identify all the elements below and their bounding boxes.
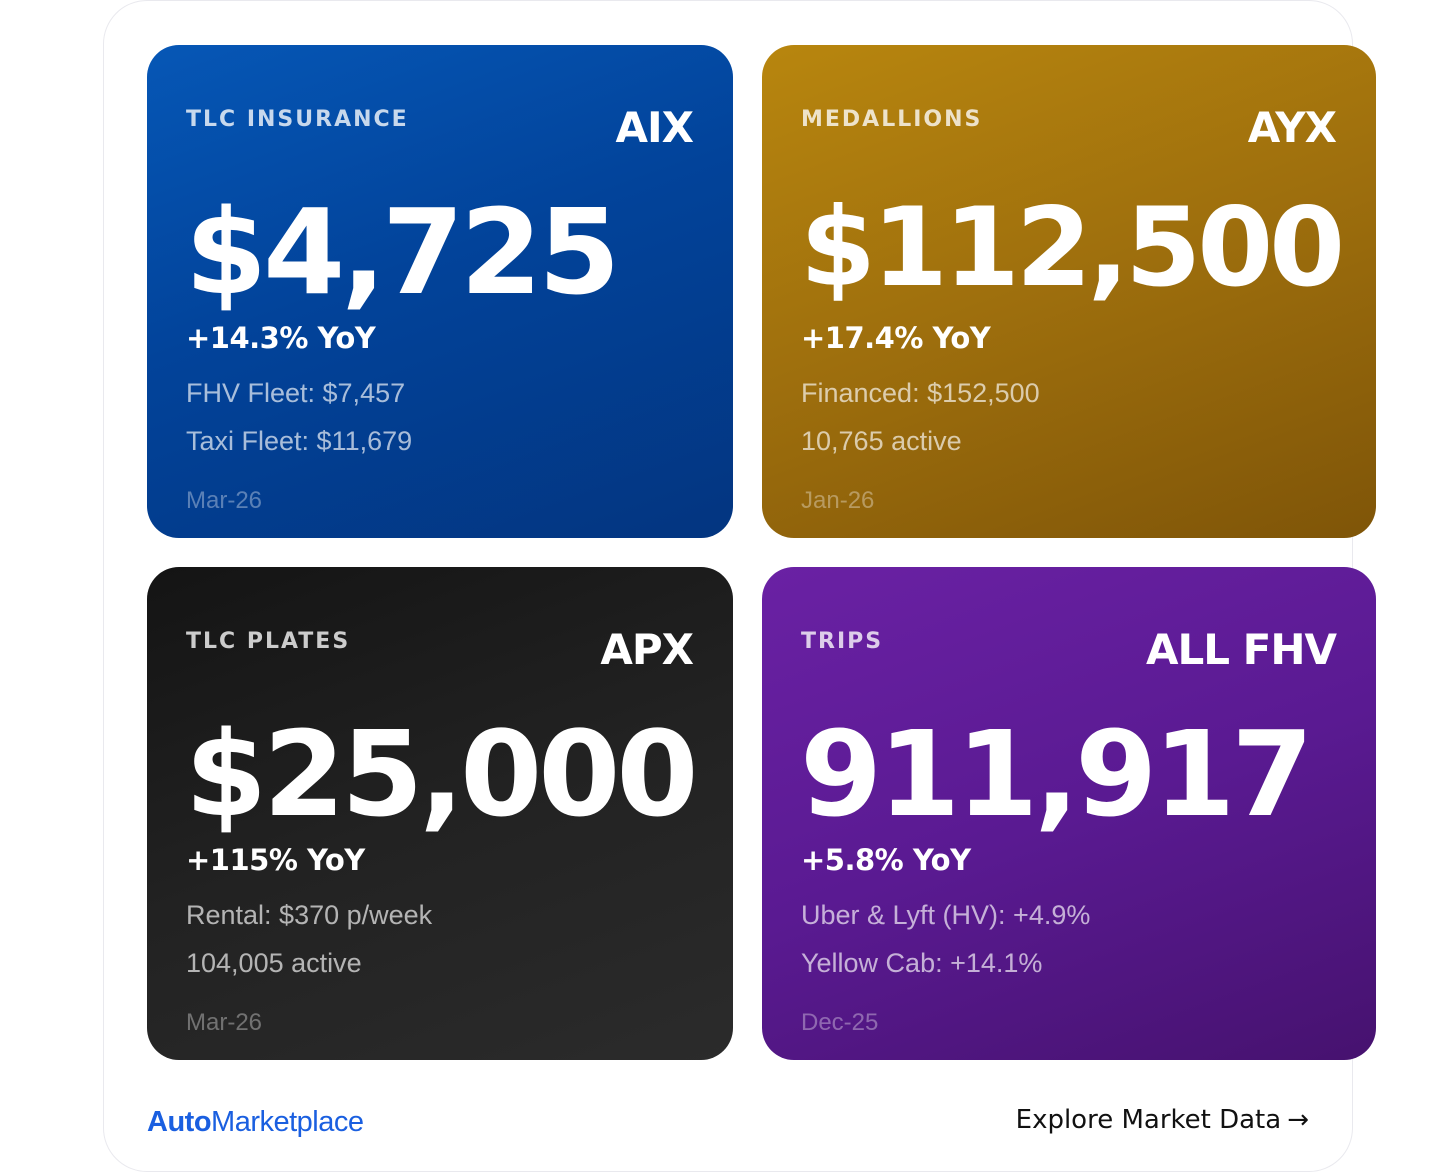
card-change: +5.8% YoY xyxy=(801,843,971,877)
automarketplace-logo[interactable]: AutoMarketplace xyxy=(147,1106,364,1139)
card-detail: Financed: $152,500 xyxy=(801,378,1040,408)
card-change: +115% YoY xyxy=(186,843,365,877)
arrow-right-icon: → xyxy=(1287,1105,1309,1135)
card-value: $25,000 xyxy=(185,705,698,843)
card-ticker: APX xyxy=(600,625,694,674)
card-detail: Yellow Cab: +14.1% xyxy=(801,948,1043,978)
card-value: $112,500 xyxy=(800,184,1345,311)
card-change: +14.3% YoY xyxy=(186,321,376,355)
card-detail: 104,005 active xyxy=(186,948,362,978)
card-tlc-plates[interactable]: TLC PLATES APX $25,000 +115% YoY Rental:… xyxy=(147,567,733,1060)
card-date: Mar-26 xyxy=(186,487,263,514)
card-trips[interactable]: TRIPS ALL FHV 911,917 +5.8% YoY Uber & L… xyxy=(762,567,1376,1060)
card-tlc-insurance[interactable]: TLC INSURANCE AIX $4,725 +14.3% YoY FHV … xyxy=(147,45,733,538)
logo-regular-part: Marketplace xyxy=(211,1106,364,1138)
card-detail: Rental: $370 p/week xyxy=(186,900,433,930)
card-detail: Uber & Lyft (HV): +4.9% xyxy=(801,900,1091,930)
card-medallions[interactable]: MEDALLIONS AYX $112,500 +17.4% YoY Finan… xyxy=(762,45,1376,538)
card-date: Dec-25 xyxy=(801,1009,879,1036)
explore-market-data-link[interactable]: Explore Market Data → xyxy=(1016,1105,1309,1135)
explore-link-label: Explore Market Data xyxy=(1015,1105,1282,1135)
card-date: Jan-26 xyxy=(801,487,875,514)
card-category: TRIPS xyxy=(801,629,884,654)
card-ticker: ALL FHV xyxy=(1146,625,1337,674)
card-detail: FHV Fleet: $7,457 xyxy=(186,378,406,408)
card-category: MEDALLIONS xyxy=(801,107,983,132)
card-value: 911,917 xyxy=(800,705,1313,843)
card-detail: 10,765 active xyxy=(801,426,962,456)
card-ticker: AYX xyxy=(1247,103,1337,152)
card-change: +17.4% YoY xyxy=(801,321,991,355)
card-value: $4,725 xyxy=(185,183,620,321)
logo-bold-part: Auto xyxy=(147,1106,212,1138)
card-date: Mar-26 xyxy=(186,1009,263,1036)
card-detail: Taxi Fleet: $11,679 xyxy=(186,426,413,456)
card-ticker: AIX xyxy=(615,103,694,152)
card-category: TLC INSURANCE xyxy=(186,107,409,132)
card-category: TLC PLATES xyxy=(186,629,351,654)
